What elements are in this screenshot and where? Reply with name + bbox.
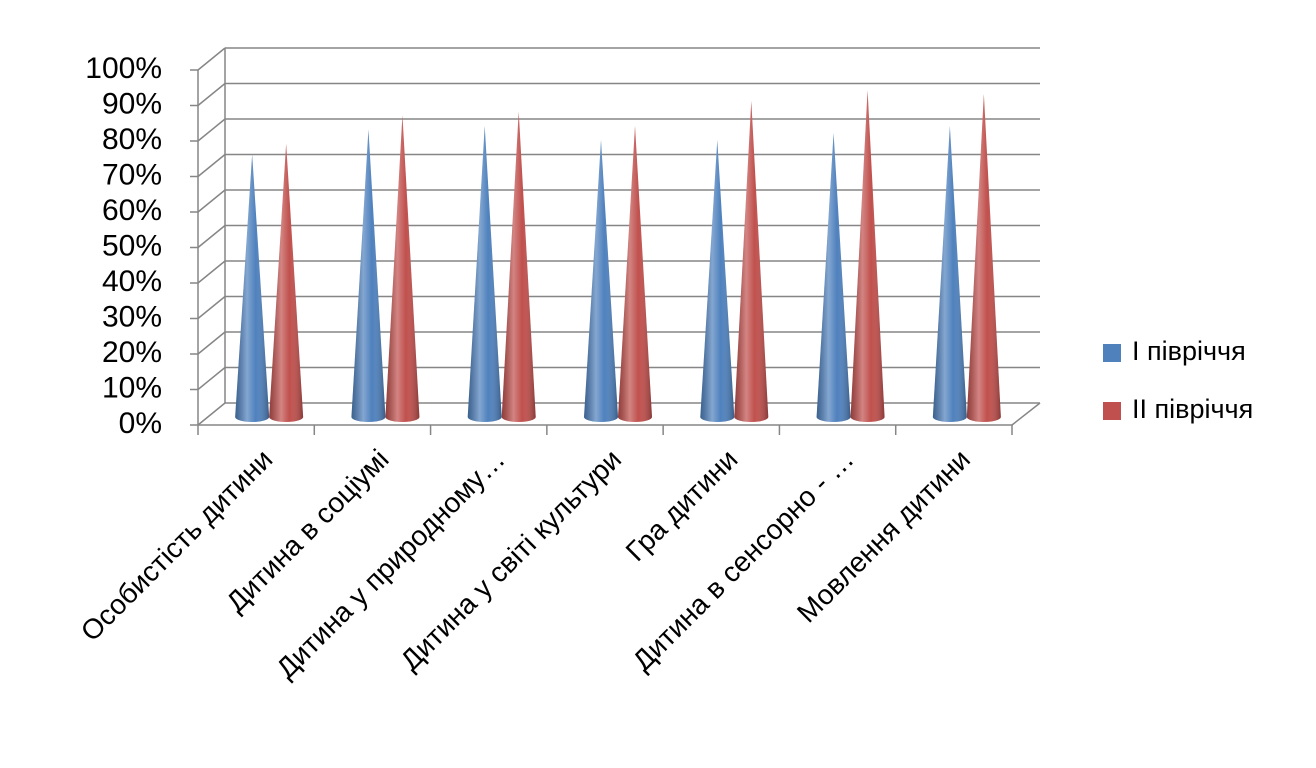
cone — [385, 115, 420, 422]
y-tick-label: 60% — [102, 194, 162, 227]
x-tick-label: Гра дитини — [620, 443, 744, 567]
legend-swatch — [1103, 344, 1121, 362]
cone — [700, 140, 735, 422]
grid-diag — [197, 331, 226, 355]
cone — [501, 111, 536, 422]
grid-diag — [197, 224, 226, 249]
grid-diag — [197, 260, 226, 284]
cone — [966, 93, 1001, 422]
y-tick-label: 90% — [102, 87, 162, 120]
grid-diag — [197, 82, 226, 107]
y-tick-label: 30% — [102, 300, 162, 333]
cone-shade — [932, 125, 967, 423]
x-tick-label: Особистість дитини — [75, 443, 279, 647]
cone-shade — [467, 125, 502, 423]
y-tick-label: 100% — [85, 52, 162, 85]
y-tick-label: 20% — [102, 336, 162, 369]
cone-shade — [269, 143, 304, 422]
cone-shade — [700, 140, 735, 422]
cone-shade — [966, 93, 1001, 422]
cone — [235, 154, 270, 423]
y-tick-label: 70% — [102, 158, 162, 191]
cone-shade — [618, 125, 652, 423]
y-tick-label: 80% — [102, 123, 162, 156]
cone — [351, 129, 386, 422]
legend-swatch — [1103, 402, 1121, 420]
grid-diag — [197, 402, 226, 426]
cone — [816, 133, 851, 422]
cone — [618, 125, 652, 423]
cone — [850, 90, 885, 423]
cone-shade — [235, 154, 270, 423]
cone — [269, 143, 304, 422]
grid-diag — [197, 366, 226, 391]
grid-diag — [197, 47, 226, 71]
cone-shade — [584, 140, 618, 422]
cone-shade — [734, 101, 769, 423]
cone-shade — [385, 115, 420, 422]
grid-diag — [197, 118, 226, 142]
grid-diag — [197, 295, 226, 320]
cone-shade — [850, 90, 885, 423]
grid-diag — [197, 153, 226, 178]
floor-right — [1011, 402, 1041, 426]
y-tick-label: 10% — [102, 371, 162, 404]
x-tick-label: Дитина у природному… — [270, 443, 511, 684]
cone — [932, 125, 967, 423]
cone — [467, 125, 502, 423]
cone — [734, 101, 769, 423]
y-tick-label: 40% — [102, 265, 162, 298]
cone-shade — [816, 133, 851, 422]
y-tick-label: 0% — [119, 407, 162, 440]
legend-label: II півріччя — [1132, 394, 1253, 424]
x-tick-label: Дитина у світі культури — [394, 443, 627, 676]
y-tick-label: 50% — [102, 229, 162, 262]
legend-label: I півріччя — [1132, 336, 1246, 366]
cone-shade — [501, 111, 536, 422]
grid-diag — [197, 189, 226, 213]
cone — [584, 140, 618, 422]
x-tick-label: Дитина в сенсорно - … — [627, 443, 860, 676]
cone-shade — [351, 129, 386, 422]
